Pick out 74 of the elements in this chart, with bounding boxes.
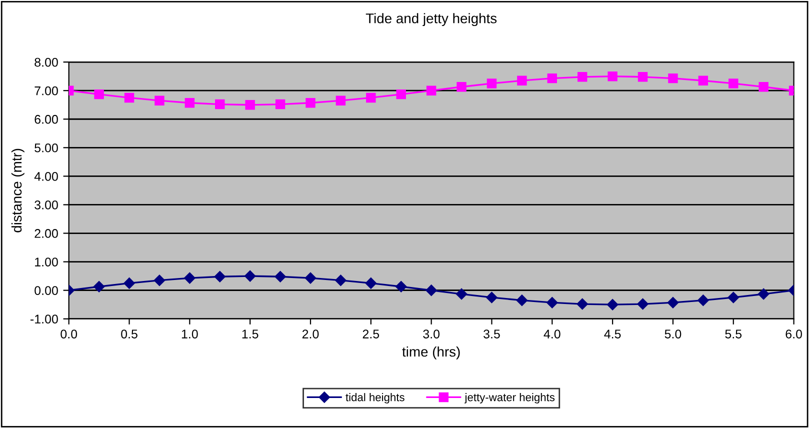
x-tick-label: 3.5 [484, 330, 500, 338]
y-tick-label: -1.00 [30, 314, 58, 324]
x-tick-label: 5.0 [664, 330, 682, 338]
point [396, 281, 407, 292]
point [124, 92, 134, 103]
point [456, 82, 466, 92]
y-tick-label: 4.00 [34, 172, 58, 181]
point [758, 82, 768, 92]
point [577, 72, 588, 82]
point [366, 92, 376, 103]
point [244, 270, 256, 282]
point [214, 271, 226, 282]
y-tick-label: 6.00 [34, 114, 58, 124]
y-tick-label: 3.00 [34, 200, 58, 210]
point [215, 99, 225, 110]
point [486, 78, 497, 88]
point [698, 76, 708, 86]
y-tick-label: 7.00 [34, 86, 58, 96]
point [638, 72, 648, 82]
point [608, 71, 618, 82]
point [667, 296, 679, 308]
point [606, 298, 618, 310]
point [306, 98, 316, 108]
point [184, 98, 195, 108]
legend-label: jetty-water heights [464, 393, 555, 404]
point [516, 294, 528, 306]
chart-title: Tide and jetty heights [366, 13, 497, 26]
y-tick-label: 2.00 [34, 229, 58, 238]
x-tick-label: 1.5 [242, 330, 258, 338]
point [517, 76, 527, 86]
point [245, 100, 255, 110]
point [456, 288, 468, 300]
point [486, 292, 498, 304]
x-tick-label: 0.0 [60, 330, 78, 338]
x-tick-label: 4.5 [604, 330, 621, 338]
point [426, 86, 436, 96]
x-axis-title: time (hrs) [402, 346, 460, 360]
point [668, 73, 678, 84]
point [154, 274, 166, 286]
point [124, 278, 135, 289]
point [576, 298, 588, 310]
x-tick-label: 2.0 [302, 330, 319, 338]
point [758, 288, 770, 300]
legend-label: tidal heights [346, 393, 404, 404]
point [698, 294, 709, 306]
x-tick-label: 3.0 [423, 330, 440, 338]
point [365, 278, 377, 289]
y-axis-title: distance (mtr) [11, 148, 24, 232]
y-tick-label: 1.00 [35, 258, 58, 266]
point [335, 274, 346, 286]
x-tick-label: 2.5 [362, 330, 380, 338]
point [184, 272, 196, 284]
point [336, 96, 346, 106]
point [154, 96, 164, 106]
point [93, 281, 105, 292]
point [304, 272, 316, 284]
x-tick-label: 1.0 [182, 330, 198, 338]
y-tick-label: 8.00 [34, 58, 58, 67]
point [396, 89, 406, 100]
point [546, 296, 558, 308]
point [728, 78, 738, 88]
point [547, 73, 558, 84]
point [728, 292, 739, 304]
y-tick-label: 0.00 [34, 286, 58, 295]
x-tick-label: 5.5 [725, 330, 742, 338]
x-tick-label: 0.5 [121, 330, 138, 338]
point [274, 271, 286, 282]
y-tick-label: 5.00 [34, 143, 58, 152]
x-tick-label: 6.0 [786, 330, 802, 338]
point [426, 284, 437, 296]
point [637, 298, 648, 310]
point [94, 89, 104, 100]
point [275, 99, 286, 110]
x-tick-label: 4.0 [544, 330, 560, 338]
